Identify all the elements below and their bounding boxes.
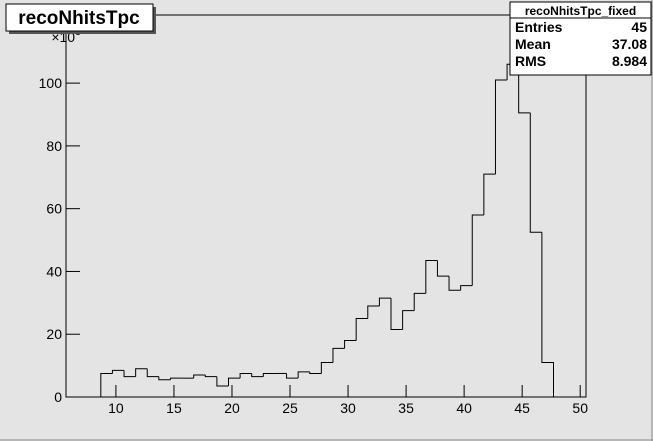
stats-name: Mean: [515, 36, 551, 52]
stats-value: 37.08: [612, 36, 647, 52]
x-tick-label: 35: [398, 400, 414, 416]
histogram-bin: [436, 260, 450, 277]
histogram-bin: [146, 368, 159, 378]
histogram-bin: [413, 292, 426, 311]
histogram-bin: [390, 298, 403, 331]
histogram-bin: [193, 374, 206, 379]
y-tick-label: 20: [46, 326, 62, 342]
x-tick-label: 40: [456, 400, 472, 416]
histogram-bin: [471, 214, 484, 286]
histogram-bin: [518, 64, 531, 114]
histogram-bin: [158, 376, 171, 381]
y-tick-label: 80: [46, 138, 62, 154]
histogram-bin: [378, 297, 391, 306]
histogram-bin: [344, 340, 357, 349]
histogram-bin: [529, 112, 542, 233]
histogram-bin: [367, 305, 380, 319]
histogram-bin: [216, 376, 229, 387]
histogram-bin: [204, 375, 217, 378]
stats-value: 8.984: [612, 53, 647, 69]
histogram-bin: [425, 259, 438, 294]
histogram-bin: [541, 232, 554, 397]
stats-title: recoNhitsTpc_fixed: [525, 4, 636, 18]
stats-name: RMS: [515, 53, 546, 69]
histogram-bin: [100, 372, 113, 397]
x-tick-label: 50: [572, 400, 588, 416]
histogram-bin: [483, 173, 496, 215]
histogram-bin: [111, 369, 125, 374]
histogram-bin: [332, 347, 345, 363]
histogram-bin: [402, 310, 415, 330]
y-tick-label: 0: [54, 389, 62, 405]
x-tick-label: 25: [282, 400, 298, 416]
title-box: [5, 3, 154, 32]
chart-title: recoNhitsTpc: [18, 8, 140, 29]
histogram-bin: [448, 276, 461, 291]
histogram-bin: [320, 361, 333, 374]
histogram-bin: [355, 318, 368, 341]
plot-frame: [65, 14, 587, 398]
stats-background: [509, 1, 652, 76]
histogram-bin: [239, 372, 252, 379]
histogram-bin: [494, 79, 508, 175]
histogram-bin: [262, 372, 275, 377]
y-tick-label: 60: [46, 201, 62, 217]
histogram-bin: [251, 373, 264, 378]
x-tick-label: 45: [514, 400, 530, 416]
x-tick-label: 30: [340, 400, 356, 416]
histogram-bin: [309, 371, 322, 374]
y-tick-label: 100: [39, 75, 63, 91]
x-tick-label: 15: [166, 400, 182, 416]
histogram-bin: [286, 373, 299, 379]
histogram-bin: [228, 377, 241, 387]
histogram-bin: [123, 370, 136, 378]
histogram-bin: [460, 285, 473, 291]
histogram-bin: [169, 377, 183, 380]
stats-value: 45: [631, 19, 647, 35]
y-tick-label: 40: [46, 263, 62, 279]
stats-name: Entries: [515, 19, 563, 35]
histogram-bin: [135, 368, 148, 377]
x-tick-label: 10: [108, 400, 124, 416]
x-tick-label: 20: [224, 400, 240, 416]
histogram-bin: [297, 371, 310, 379]
